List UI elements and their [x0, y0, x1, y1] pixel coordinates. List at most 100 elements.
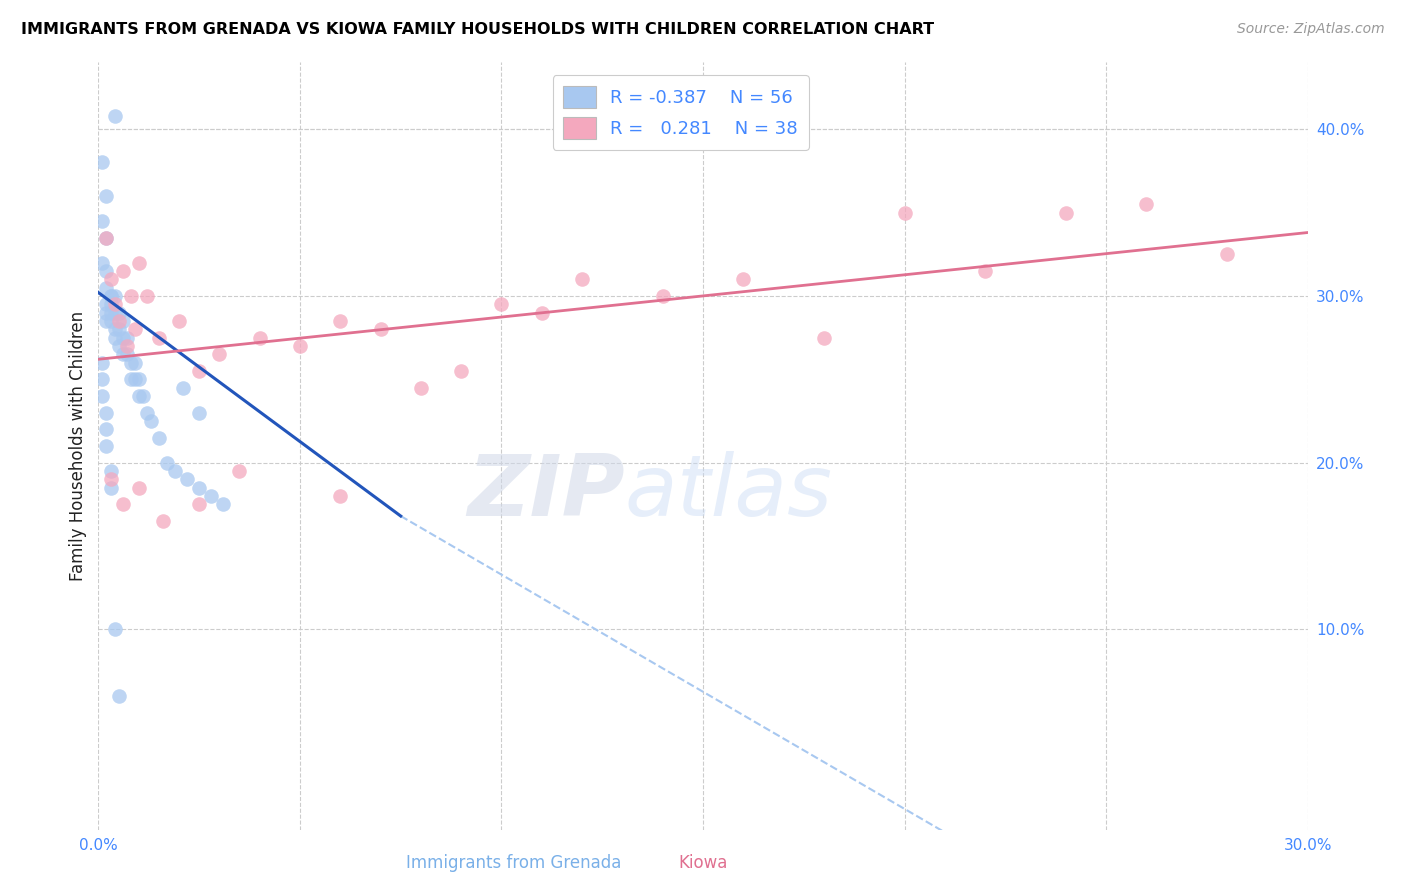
Point	[91, 255, 114, 269]
Point	[148, 330, 170, 344]
Text: atlas: atlas	[624, 450, 832, 533]
Point	[212, 497, 235, 511]
Point	[100, 289, 122, 303]
Point	[96, 230, 118, 244]
Text: Kiowa: Kiowa	[678, 855, 728, 872]
Point	[813, 330, 835, 344]
Point	[103, 297, 125, 311]
Point	[128, 389, 150, 403]
Point	[103, 330, 125, 344]
Point	[107, 689, 129, 703]
Point	[111, 264, 134, 278]
Point	[107, 339, 129, 353]
Point	[329, 489, 352, 503]
Point	[188, 481, 211, 495]
Point	[124, 356, 146, 370]
Point	[128, 372, 150, 386]
Point	[96, 305, 118, 319]
Y-axis label: Family Households with Children: Family Households with Children	[69, 311, 87, 581]
Point	[96, 280, 118, 294]
Point	[188, 364, 211, 378]
Point	[163, 464, 186, 478]
Point	[111, 330, 134, 344]
Point	[135, 289, 157, 303]
Text: Immigrants from Grenada: Immigrants from Grenada	[405, 855, 621, 872]
Point	[96, 189, 118, 203]
Point	[370, 322, 392, 336]
Point	[100, 314, 122, 328]
Point	[103, 623, 125, 637]
Point	[1216, 247, 1239, 261]
Point	[107, 305, 129, 319]
Point	[115, 339, 138, 353]
Point	[107, 314, 129, 328]
Point	[91, 155, 114, 169]
Point	[100, 272, 122, 286]
Point	[96, 230, 118, 244]
Point	[651, 289, 673, 303]
Text: ZIP: ZIP	[467, 450, 624, 533]
Point	[450, 364, 472, 378]
Point	[128, 255, 150, 269]
Point	[893, 205, 915, 219]
Point	[409, 381, 432, 395]
Point	[188, 497, 211, 511]
Point	[103, 322, 125, 336]
Point	[100, 481, 122, 495]
Point	[249, 330, 271, 344]
Point	[491, 297, 513, 311]
Point	[329, 314, 352, 328]
Point	[571, 272, 593, 286]
Point	[124, 322, 146, 336]
Point	[1135, 197, 1157, 211]
Point	[96, 264, 118, 278]
Point	[107, 322, 129, 336]
Legend: R = -0.387    N = 56, R =   0.281    N = 38: R = -0.387 N = 56, R = 0.281 N = 38	[553, 75, 808, 150]
Point	[91, 389, 114, 403]
Point	[733, 272, 755, 286]
Point	[176, 472, 198, 486]
Point	[139, 414, 162, 428]
Point	[288, 339, 311, 353]
Point	[96, 439, 118, 453]
Point	[156, 456, 179, 470]
Point	[111, 497, 134, 511]
Point	[167, 314, 190, 328]
Point	[135, 406, 157, 420]
Point	[96, 314, 118, 328]
Point	[120, 289, 142, 303]
Point	[124, 372, 146, 386]
Point	[103, 109, 125, 123]
Point	[208, 347, 231, 361]
Point	[100, 297, 122, 311]
Point	[115, 347, 138, 361]
Point	[115, 330, 138, 344]
Point	[91, 356, 114, 370]
Point	[100, 289, 122, 303]
Point	[91, 214, 114, 228]
Point	[96, 406, 118, 420]
Point	[128, 481, 150, 495]
Point	[100, 464, 122, 478]
Point	[1054, 205, 1077, 219]
Point	[228, 464, 250, 478]
Point	[96, 297, 118, 311]
Point	[172, 381, 194, 395]
Point	[148, 431, 170, 445]
Point	[103, 289, 125, 303]
Point	[120, 356, 142, 370]
Point	[111, 347, 134, 361]
Point	[111, 314, 134, 328]
Point	[100, 472, 122, 486]
Point	[103, 305, 125, 319]
Point	[530, 305, 553, 319]
Point	[200, 489, 222, 503]
Point	[188, 406, 211, 420]
Point	[100, 305, 122, 319]
Point	[120, 372, 142, 386]
Point	[132, 389, 155, 403]
Point	[152, 514, 174, 528]
Text: IMMIGRANTS FROM GRENADA VS KIOWA FAMILY HOUSEHOLDS WITH CHILDREN CORRELATION CHA: IMMIGRANTS FROM GRENADA VS KIOWA FAMILY …	[21, 22, 934, 37]
Point	[96, 422, 118, 436]
Text: Source: ZipAtlas.com: Source: ZipAtlas.com	[1237, 22, 1385, 37]
